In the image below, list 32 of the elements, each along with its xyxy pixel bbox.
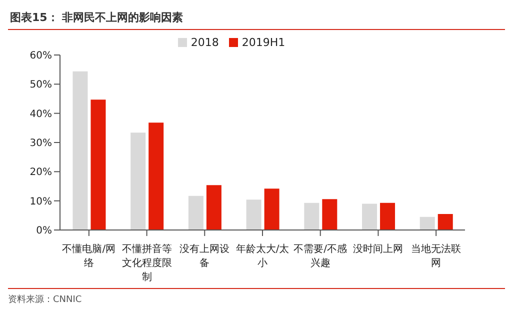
bar <box>90 100 106 230</box>
bar <box>188 196 204 230</box>
x-tick-label: 没时间上网 <box>353 243 404 255</box>
bar <box>72 71 88 230</box>
legend-label: 2018 <box>190 36 219 49</box>
x-tick-label: 当地无法联网 <box>411 243 462 269</box>
bar <box>130 132 146 230</box>
y-tick-label: 20% <box>30 167 52 178</box>
x-tick-label: 没有上网设备 <box>180 243 230 269</box>
bar <box>206 185 222 230</box>
y-tick-label: 60% <box>30 50 52 62</box>
y-tick-label: 10% <box>30 196 52 208</box>
bar <box>420 216 435 230</box>
chart-title: 图表15： 非网民不上网的影响因素 <box>8 8 505 30</box>
x-tick-label: 不懂拼音等文化程度限制 <box>122 243 172 283</box>
y-tick-label: 30% <box>30 138 52 150</box>
legend-label: 2019H1 <box>242 36 286 49</box>
bar <box>304 202 320 230</box>
x-tick-label: 年龄太大/太小 <box>236 243 290 269</box>
bar <box>322 199 338 230</box>
y-tick-label: 40% <box>30 108 52 120</box>
bar <box>438 214 453 230</box>
y-tick-label: 50% <box>30 80 52 91</box>
bar <box>148 122 164 230</box>
y-tick-label: 0% <box>36 226 52 237</box>
bar <box>246 200 262 230</box>
bar <box>362 204 378 230</box>
text: 资料来源：CNNIC <box>8 294 83 306</box>
bar <box>380 202 396 230</box>
x-tick-label: 不需要/不感兴趣 <box>294 243 348 269</box>
x-tick-label: 不懂电脑/网络 <box>62 243 116 269</box>
bar <box>264 188 280 230</box>
